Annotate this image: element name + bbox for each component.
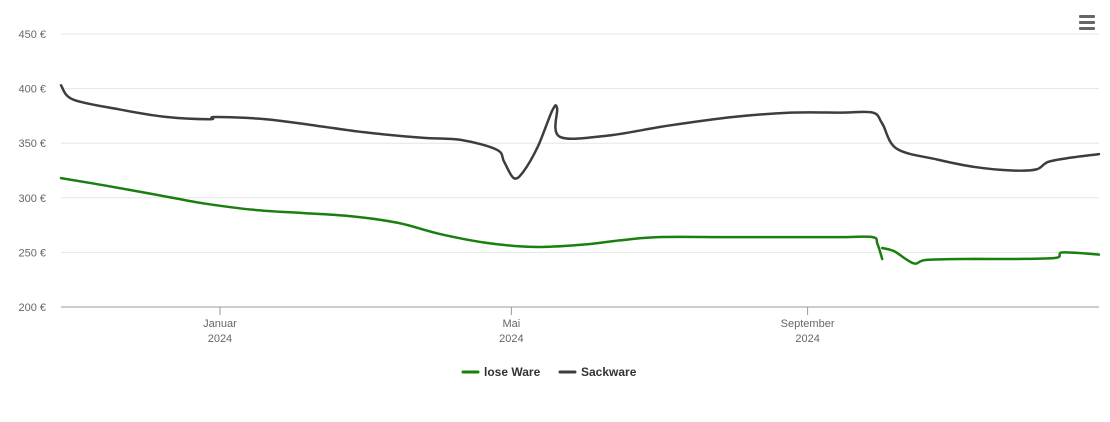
y-tick-label: 300 € bbox=[18, 193, 46, 205]
menu-bar-3 bbox=[1079, 26, 1095, 30]
y-tick-label: 250 € bbox=[18, 247, 46, 259]
y-tick-label: 400 € bbox=[18, 84, 46, 96]
legend-item-lose-ware[interactable]: lose Ware bbox=[461, 365, 541, 379]
menu-bar-2 bbox=[1079, 20, 1095, 24]
series-line-lose-ware-0[interactable] bbox=[59, 176, 884, 261]
x-tick-label-month: Mai bbox=[502, 318, 520, 330]
menu-bar-1 bbox=[1079, 14, 1095, 18]
x-tick-label-month: Januar bbox=[203, 318, 237, 330]
y-tick-label: 350 € bbox=[18, 138, 46, 150]
legend-label: Sackware bbox=[581, 365, 637, 379]
y-tick-label: 200 € bbox=[18, 302, 46, 314]
legend-item-sackware[interactable]: Sackware bbox=[558, 365, 637, 379]
x-tick-label-year: 2024 bbox=[499, 333, 523, 345]
x-axis: Januar 2024 Mai 2024 September 2024 bbox=[61, 306, 1099, 345]
y-axis-ticks: 200 € 250 € 300 € 350 € 400 € 450 € bbox=[18, 29, 46, 314]
legend-label: lose Ware bbox=[484, 365, 541, 379]
hamburger-menu-icon[interactable] bbox=[1074, 10, 1100, 34]
series-line-sackware-0[interactable] bbox=[59, 84, 1101, 180]
series-line-lose-ware-1[interactable] bbox=[880, 246, 1101, 265]
legend: lose Ware Sackware bbox=[461, 365, 637, 379]
x-tick-label-year: 2024 bbox=[795, 333, 819, 345]
x-tick-label-year: 2024 bbox=[208, 333, 232, 345]
x-tick-label-month: September bbox=[781, 318, 835, 330]
grid-lines bbox=[61, 33, 1099, 253]
y-tick-label: 450 € bbox=[18, 29, 46, 41]
series-lines bbox=[59, 84, 1101, 265]
